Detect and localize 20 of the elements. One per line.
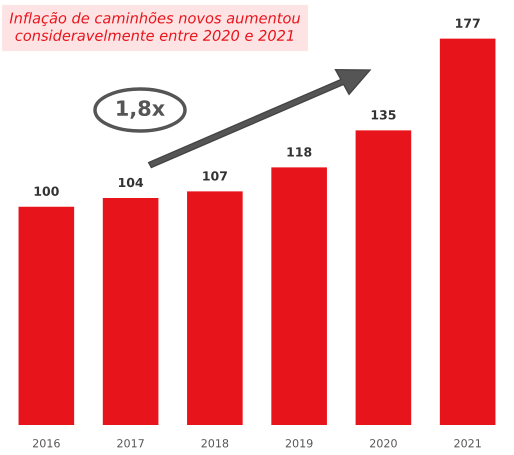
data-label: 118 [287, 147, 312, 157]
bar [102, 198, 158, 425]
data-label: 107 [203, 171, 227, 181]
data-label: 135 [372, 110, 396, 120]
bar [440, 38, 496, 425]
bar [271, 167, 327, 425]
x-tick-label: 2020 [370, 439, 397, 448]
bar [18, 206, 74, 425]
annotation: 1,8x [117, 100, 165, 119]
data-label: 100 [34, 186, 59, 196]
chart-title: Inflação de caminhões novos aumentou consideravelmente entre 2020 e 2021 [10, 12, 300, 41]
x-tick-label: 2018 [202, 439, 228, 448]
data-label: 104 [118, 178, 144, 188]
x-tick-label: 2019 [286, 439, 312, 448]
bar [356, 130, 412, 425]
data-label: 177 [456, 18, 480, 28]
bar [187, 191, 243, 425]
x-tick-label: 2021 [454, 439, 481, 448]
x-tick-label: 2016 [33, 439, 60, 448]
x-tick-label: 2017 [117, 439, 144, 448]
